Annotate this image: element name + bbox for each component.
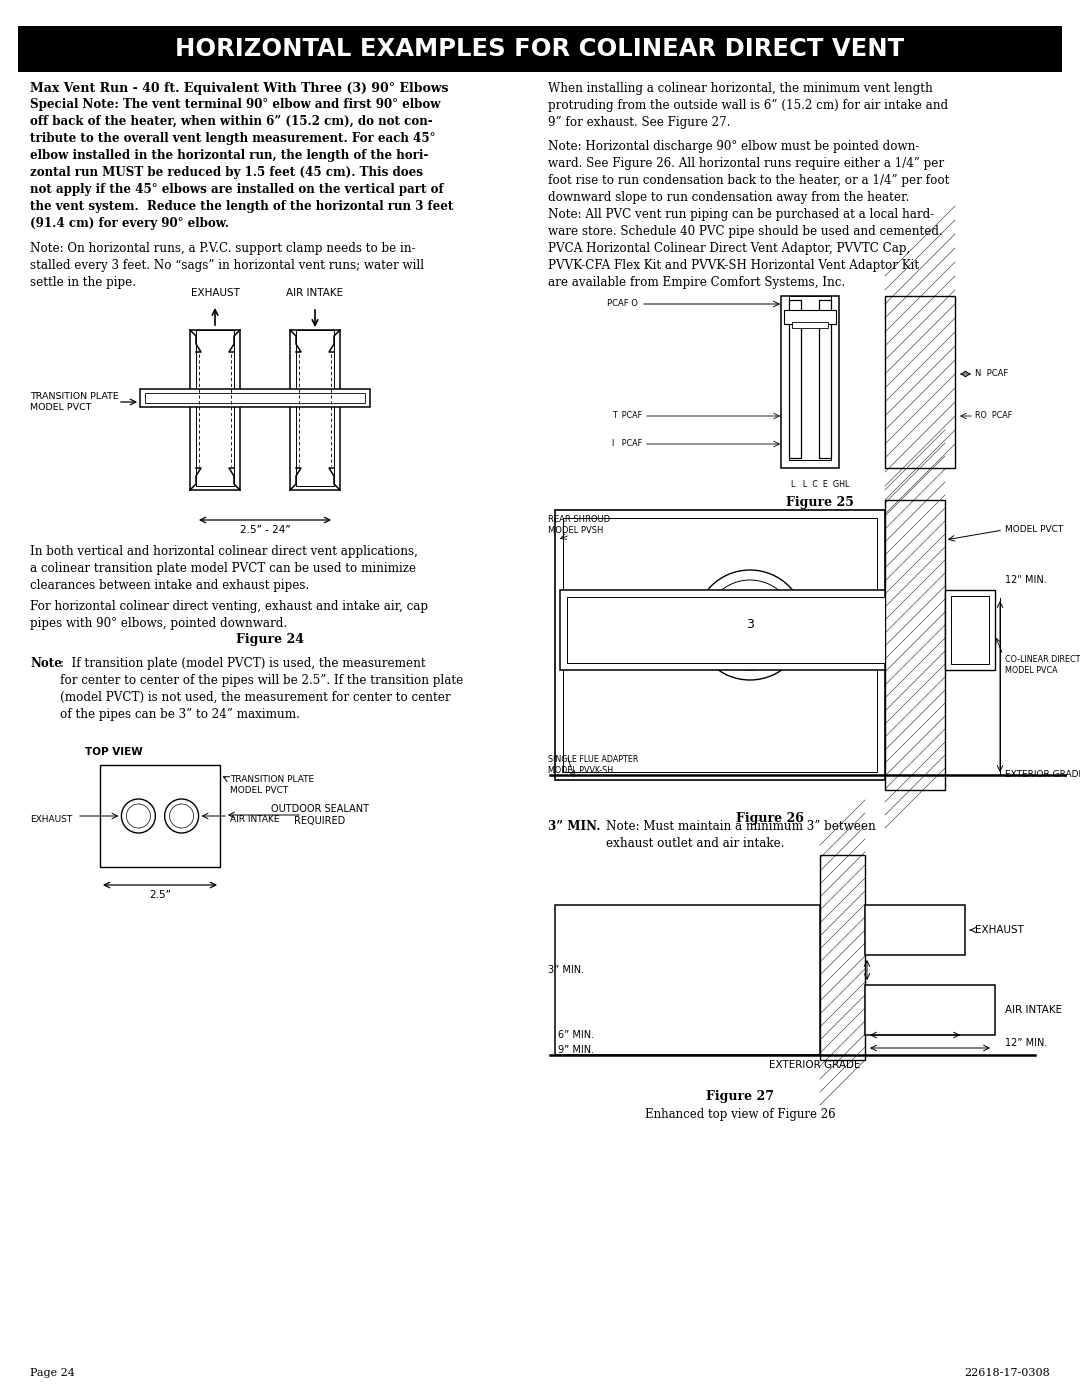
Circle shape [705,580,795,671]
Text: T  PCAF: T PCAF [612,412,642,420]
Text: L   L  C  E  GHL: L L C E GHL [791,481,849,489]
Bar [563,518,877,773]
Text: MODEL PVCT: MODEL PVCT [1005,525,1063,535]
Text: AIR INTAKE: AIR INTAKE [1005,1004,1062,1016]
Bar [951,597,989,664]
Text: 3” MIN.: 3” MIN. [548,965,584,975]
Text: Figure 26: Figure 26 [737,812,804,826]
Text: 6” MIN.: 6” MIN. [558,1030,594,1039]
Text: 2.5” - 24”: 2.5” - 24” [240,525,291,535]
Bar [945,590,995,671]
Text: 3” MIN.: 3” MIN. [548,820,600,833]
Text: Note: All PVC vent run piping can be purchased at a local hard-
ware store. Sche: Note: All PVC vent run piping can be pur… [548,208,943,289]
Text: Note: On horizontal runs, a P.V.C. support clamp needs to be in-
stalled every 3: Note: On horizontal runs, a P.V.C. suppo… [30,242,424,289]
Bar [555,510,885,780]
Text: In both vertical and horizontal colinear direct vent applications,
a colinear tr: In both vertical and horizontal colinear… [30,545,418,592]
Text: TRANSITION PLATE
MODEL PVCT: TRANSITION PLATE MODEL PVCT [230,775,314,795]
Text: 9” MIN.: 9” MIN. [558,1045,594,1055]
Bar [792,321,828,328]
Text: Page 24: Page 24 [30,1368,75,1377]
Text: For horizontal colinear direct venting, exhaust and intake air, cap
pipes with 9: For horizontal colinear direct venting, … [30,599,428,630]
Text: 2.5”: 2.5” [149,890,171,900]
Bar [784,310,836,324]
Text: Figure 24: Figure 24 [237,633,303,645]
Bar [140,388,370,407]
Text: EXHAUST: EXHAUST [975,925,1024,935]
Text: 12" MIN.: 12" MIN. [1005,576,1047,585]
Text: When installing a colinear horizontal, the minimum vent length
protruding from t: When installing a colinear horizontal, t… [548,82,948,129]
Text: EXTERIOR GRADE: EXTERIOR GRADE [769,1060,861,1070]
Bar [561,590,885,671]
Text: OUTDOOR SEALANT
REQUIRED: OUTDOOR SEALANT REQUIRED [271,803,369,826]
Circle shape [164,799,199,833]
Text: TOP VIEW: TOP VIEW [85,747,143,757]
Circle shape [121,799,156,833]
Text: HORIZONTAL EXAMPLES FOR COLINEAR DIRECT VENT: HORIZONTAL EXAMPLES FOR COLINEAR DIRECT … [175,36,905,61]
Bar [885,500,945,789]
Text: RO  PCAF: RO PCAF [975,412,1012,420]
Bar [145,393,365,402]
Text: 3: 3 [746,619,754,631]
Text: 12” MIN.: 12” MIN. [1005,1038,1048,1048]
Circle shape [126,805,150,828]
Text: TRANSITION PLATE
MODEL PVCT: TRANSITION PLATE MODEL PVCT [30,393,119,412]
Text: N  PCAF: N PCAF [975,369,1009,379]
Text: CO-LINEAR DIRECT VENT ADAPTER
MODEL PVCA: CO-LINEAR DIRECT VENT ADAPTER MODEL PVCA [1005,655,1080,675]
Text: I   PCAF: I PCAF [612,440,642,448]
Text: Enhanced top view of Figure 26: Enhanced top view of Figure 26 [645,1108,835,1120]
Text: AIR INTAKE: AIR INTAKE [286,288,343,298]
Text: Max Vent Run - 40 ft. Equivalent With Three (3) 90° Elbows: Max Vent Run - 40 ft. Equivalent With Th… [30,82,448,95]
Bar [18,27,1062,73]
Text: PCAF O: PCAF O [607,299,638,309]
Text: Special Note: The vent terminal 90° elbow and first 90° elbow
off back of the he: Special Note: The vent terminal 90° elbo… [30,98,454,231]
Bar [885,296,955,468]
Text: EXHAUST: EXHAUST [30,814,72,823]
Text: Figure 25: Figure 25 [786,496,854,509]
Bar [820,855,865,1060]
Bar [555,905,820,1055]
Text: Figure 27: Figure 27 [706,1090,774,1104]
Text: EXHAUST: EXHAUST [190,288,240,298]
Bar [781,296,839,468]
Bar [100,766,220,868]
Text: Note: Note [30,657,62,671]
Text: Note: Horizontal discharge 90° elbow must be pointed down-
ward. See Figure 26. : Note: Horizontal discharge 90° elbow mus… [548,140,949,204]
Circle shape [696,570,805,680]
Text: REAR SHROUD
MODEL PVSH: REAR SHROUD MODEL PVSH [548,515,610,535]
Text: AIR INTAKE: AIR INTAKE [230,814,280,823]
Bar [291,330,340,490]
Bar [819,300,831,458]
Text: SINGLE FLUE ADAPTER
MODEL PVVK-SH: SINGLE FLUE ADAPTER MODEL PVVK-SH [548,754,638,775]
Bar [195,330,234,486]
Bar [865,905,966,956]
Bar [296,330,334,486]
Bar [865,985,995,1035]
Circle shape [170,805,193,828]
Bar [190,330,240,490]
Text: EXTERIOR GRADE: EXTERIOR GRADE [1005,770,1080,780]
Text: 22618-17-0308: 22618-17-0308 [964,1368,1050,1377]
Bar [789,296,831,460]
Text: Note: Must maintain a minimum 3” between
exhaust outlet and air intake.: Note: Must maintain a minimum 3” between… [606,820,876,849]
Text: :  If transition plate (model PVCT) is used, the measurement
for center to cente: : If transition plate (model PVCT) is us… [60,657,463,721]
Bar [789,300,801,458]
Bar [567,597,885,664]
